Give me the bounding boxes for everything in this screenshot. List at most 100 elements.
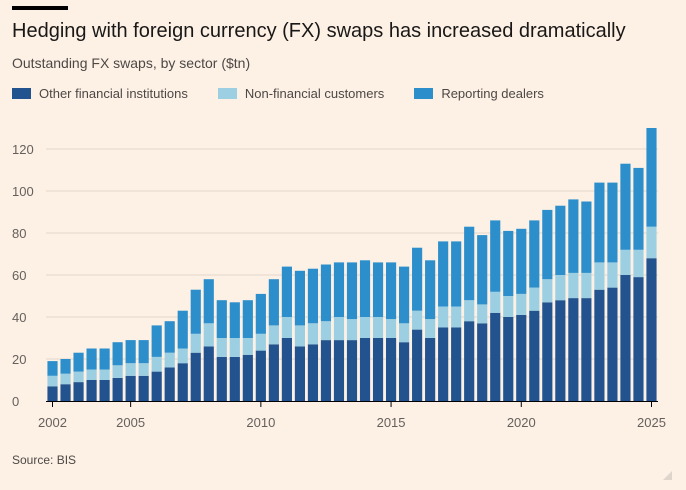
bar-segment-other-financial <box>359 338 371 401</box>
legend-item-reporting-dealers: Reporting dealers <box>414 86 544 101</box>
bar-segment-non-financial <box>594 262 605 290</box>
bar-segment-reporting-dealers <box>216 300 227 338</box>
bar-segment-reporting-dealers <box>268 279 279 326</box>
bar-segment-reporting-dealers <box>47 361 58 376</box>
y-axis-ticks: 0 20 40 60 80 100 120 <box>12 142 34 409</box>
x-tick-label: 2025 <box>637 415 666 430</box>
bar-segment-non-financial <box>451 306 462 328</box>
bar-segment-reporting-dealers <box>151 325 162 357</box>
x-tick-label: 2020 <box>507 415 536 430</box>
bar-segment-reporting-dealers <box>412 247 423 311</box>
bar-segment-non-financial <box>516 293 527 315</box>
bar-segment-other-financial <box>125 375 136 401</box>
bar-segment-non-financial <box>646 226 657 259</box>
bar-segment-non-financial <box>125 363 136 376</box>
bar-segment-reporting-dealers <box>451 241 462 307</box>
bar-segment-non-financial <box>399 323 410 343</box>
bar-segment-non-financial <box>229 338 240 357</box>
bar-segment-other-financial <box>151 371 162 401</box>
bar-segment-reporting-dealers <box>529 220 540 288</box>
bar-segment-reporting-dealers <box>620 163 631 250</box>
bar-segment-other-financial <box>385 338 397 401</box>
bar-segment-non-financial <box>333 317 345 341</box>
bar-segment-other-financial <box>307 344 319 401</box>
bar-segment-reporting-dealers <box>503 230 514 296</box>
bar-segment-other-financial <box>529 310 540 401</box>
bar-segment-non-financial <box>242 338 253 355</box>
bar-segment-non-financial <box>203 323 214 347</box>
bar-segment-reporting-dealers <box>607 182 618 263</box>
bar-segment-non-financial <box>294 325 305 347</box>
legend-swatch-reporting-dealers <box>414 88 434 99</box>
bar-segment-non-financial <box>255 333 266 351</box>
bar-segment-other-financial <box>268 344 279 401</box>
source-note: Source: BIS <box>12 453 77 467</box>
bar-segment-other-financial <box>425 338 436 401</box>
bar-segment-other-financial <box>607 287 618 401</box>
bar-segment-other-financial <box>438 327 449 401</box>
bar-segment-reporting-dealers <box>60 359 71 374</box>
bar-segment-non-financial <box>151 356 162 372</box>
bar-segment-non-financial <box>529 287 540 311</box>
bar-segment-non-financial <box>372 317 384 338</box>
bar-segment-non-financial <box>542 279 553 303</box>
bar-segment-reporting-dealers <box>99 348 110 370</box>
bar-segment-other-financial <box>451 327 462 401</box>
bar-segment-reporting-dealers <box>86 348 97 370</box>
bar-segment-other-financial <box>99 380 110 401</box>
bar-segment-reporting-dealers <box>320 264 332 322</box>
bar-segment-non-financial <box>412 310 423 330</box>
bar-segment-other-financial <box>203 346 214 401</box>
bar-segment-non-financial <box>477 304 488 324</box>
bar-segment-other-financial <box>346 340 358 401</box>
legend-swatch-non-financial <box>217 88 237 99</box>
legend-item-other-financial: Other financial institutions <box>12 86 188 101</box>
bar-segment-reporting-dealers <box>646 128 657 227</box>
bar-segment-other-financial <box>216 356 227 401</box>
resize-handle-icon <box>663 471 672 480</box>
bar-segment-reporting-dealers <box>125 340 136 364</box>
bar-segment-other-financial <box>47 386 58 401</box>
bar-segment-non-financial <box>307 323 319 345</box>
bar-segment-other-financial <box>164 367 175 401</box>
bar-segment-non-financial <box>138 363 149 376</box>
bar-segment-reporting-dealers <box>490 220 501 292</box>
bar-segment-reporting-dealers <box>346 262 358 320</box>
bar-segment-reporting-dealers <box>568 199 579 273</box>
bar-segment-non-financial <box>73 371 84 383</box>
bar-segment-non-financial <box>607 262 618 288</box>
bar-segment-reporting-dealers <box>294 270 305 326</box>
bar-segment-other-financial <box>633 277 644 401</box>
bar-segment-other-financial <box>60 384 71 401</box>
legend-swatch-other-financial <box>12 88 31 99</box>
y-tick-label: 20 <box>12 352 26 367</box>
bar-segment-reporting-dealers <box>190 289 201 334</box>
bar-segment-non-financial <box>464 300 475 322</box>
bar-segment-non-financial <box>568 272 579 299</box>
bar-segment-non-financial <box>112 365 123 378</box>
bar-segment-other-financial <box>112 377 123 401</box>
bar-segment-other-financial <box>190 352 201 401</box>
bar-segment-reporting-dealers <box>333 262 345 317</box>
bar-segment-other-financial <box>242 354 253 401</box>
bar-segment-non-financial <box>438 306 449 328</box>
bars <box>47 128 657 401</box>
bar-segment-reporting-dealers <box>385 262 397 320</box>
bar-segment-other-financial <box>646 258 657 401</box>
x-tick-label: 2002 <box>38 415 67 430</box>
legend-item-non-financial: Non-financial customers <box>217 86 384 101</box>
bar-segment-reporting-dealers <box>307 268 319 324</box>
y-tick-label: 40 <box>12 310 26 325</box>
bar-segment-non-financial <box>490 291 501 313</box>
bar-segment-other-financial <box>281 338 292 401</box>
bar-segment-non-financial <box>268 325 279 345</box>
bar-segment-reporting-dealers <box>138 340 149 364</box>
bar-segment-non-financial <box>99 369 110 380</box>
bar-segment-other-financial <box>320 340 332 401</box>
bar-segment-other-financial <box>555 300 566 401</box>
bar-segment-other-financial <box>372 338 384 401</box>
bar-segment-non-financial <box>620 249 631 275</box>
bar-segment-other-financial <box>620 275 631 401</box>
y-tick-label: 80 <box>12 226 26 241</box>
